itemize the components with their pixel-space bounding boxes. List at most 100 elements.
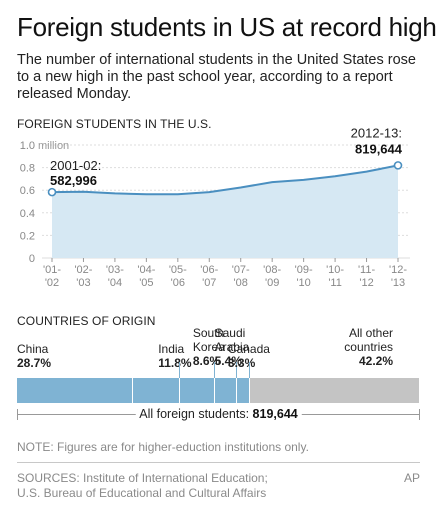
x-tick-label-line: '04- (137, 264, 155, 276)
country-name: Korea (192, 340, 225, 354)
line-chart: 00.20.40.60.81.0 million '01-'02'02-'03'0… (20, 125, 410, 289)
country-name: Arabia (214, 340, 250, 354)
x-tick-label: '10-'11 (326, 264, 344, 289)
stacked-bar (17, 378, 420, 403)
sources: SOURCES: Institute of International Educ… (17, 471, 268, 501)
country-label-all-other-countries: All other countries 42.2% (344, 326, 393, 368)
x-tick-label: '06-'07 (200, 264, 218, 289)
headline: Foreign students in US at record high (17, 12, 437, 42)
x-tick-label: '05-'06 (169, 264, 187, 289)
country-label-canada: Canada 3.3% (228, 342, 270, 370)
bar-chart-title: COUNTRIES OF ORIGIN (17, 314, 156, 328)
country-name: Canada (227, 342, 270, 356)
bar-segment-saudi-arabia (214, 378, 237, 403)
y-tick-label: 0.2 (20, 230, 35, 242)
bar-segment-china (17, 378, 133, 403)
credit: AP (403, 471, 420, 485)
x-tick-label: '03-'04 (106, 264, 124, 289)
total-label-text: All foreign students: (139, 407, 250, 421)
country-percent: 28.7% (17, 356, 52, 370)
sources-line-1: SOURCES: Institute of International Educ… (17, 471, 268, 485)
annotation-end-label: 2012-13: (351, 125, 402, 140)
y-tick-label: 1.0 (20, 140, 35, 152)
country-percent: 5.4% (214, 354, 242, 368)
country-label-south-korea: South Korea 8.6% (193, 326, 225, 368)
x-axis-labels: '01-'02'02-'03'03-'04'04-'05'05-'06'06-'… (43, 264, 407, 289)
x-tick-label-line: '03- (106, 264, 124, 276)
x-tick-label-line: '06- (200, 264, 218, 276)
x-tick-label: '09-'10 (295, 264, 313, 289)
divider (17, 462, 420, 463)
x-tick-label-line: '11- (358, 264, 376, 276)
x-tick-label-line: '08- (263, 264, 281, 276)
x-tick-label-line: '05 (139, 277, 153, 289)
bracket-right-end (419, 409, 420, 420)
country-percent: 42.2% (358, 354, 393, 368)
bracket-left-end (17, 409, 18, 420)
bar-segment-south-korea (180, 378, 215, 403)
intro-text: The number of international students in … (17, 52, 416, 102)
leader-line (213, 362, 215, 378)
x-tick-label-line: '11 (328, 277, 342, 289)
line-chart-title: FOREIGN STUDENTS IN THE U.S. (17, 117, 212, 131)
note: NOTE: Figures are for higher-eduction in… (17, 440, 309, 454)
country-name: China (17, 342, 49, 356)
data-point-marker (393, 161, 403, 170)
annotation-start-label: 2001-02: (50, 158, 101, 173)
x-tick-label-line: '06 (171, 277, 185, 289)
x-tick-label: '08-'09 (263, 264, 281, 289)
x-tick-label-line: '03 (76, 277, 90, 289)
x-tick-label-line: '01- (43, 264, 61, 276)
x-tick-label-line: '02- (74, 264, 92, 276)
country-percent: 11.8% (158, 356, 192, 370)
x-tick-label: '02-'03 (74, 264, 92, 289)
area-fill (52, 165, 398, 258)
series-line (51, 164, 399, 196)
country-name: countries (344, 340, 393, 354)
bar-segment-canada (236, 378, 250, 403)
annotation-start-value: 582,996 (50, 173, 97, 188)
y-tick-label: 0.8 (20, 163, 35, 175)
total-bracket: All foreign students: 819,644 (17, 407, 420, 422)
x-tick-label: '04-'05 (137, 264, 155, 289)
sources-line-2: U.S. Bureau of Educational and Cultural … (17, 486, 267, 500)
total-value: 819,644 (252, 407, 298, 421)
country-label-china: China 28.7% (17, 342, 51, 370)
country-name: India (158, 342, 185, 356)
y-tick-label: 0.4 (20, 208, 35, 220)
country-percent: 3.3% (227, 356, 256, 370)
leader-line (179, 362, 181, 378)
x-tick-label: '07-'08 (232, 264, 250, 289)
x-tick-label-line: '13 (391, 277, 405, 289)
y-tick-label: 0 (29, 253, 35, 265)
x-tick-label-line: '09- (295, 264, 313, 276)
x-tick-label-line: '05- (169, 264, 187, 276)
annotation-end-value: 819,644 (355, 141, 403, 156)
y-tick-label: 0.6 (20, 185, 35, 197)
country-label-india: India 11.8% (158, 342, 191, 370)
x-tick-label: '01-'02 (43, 264, 61, 289)
y-axis-labels: 0 0.2 0.4 0.6 0.8 1.0 million (20, 140, 69, 265)
bar-segment-all-other-countries (249, 378, 420, 403)
leader-line (235, 362, 237, 378)
country-label-saudi-arabia: Saudi Arabia 5.4% (215, 326, 250, 368)
annotations: 2001-02:582,996 2012-13:819,644 (47, 125, 403, 197)
x-tick-label-line: '12 (359, 277, 373, 289)
bar-segment-india (132, 378, 181, 403)
x-tick-label-line: '04 (108, 277, 122, 289)
x-tick-label-line: '10- (326, 264, 344, 276)
country-percent: 8.6% (192, 354, 221, 368)
x-tick-label-line: '10 (296, 277, 310, 289)
x-tick-label-line: '08 (234, 277, 248, 289)
x-axis-ticks (51, 258, 399, 262)
x-tick-label: '12-'13 (389, 264, 407, 289)
leader-line (248, 362, 250, 378)
x-tick-label-line: '07- (232, 264, 250, 276)
x-tick-label-line: '09 (265, 277, 279, 289)
x-tick-label-line: '07 (202, 277, 216, 289)
x-tick-label-line: '02 (45, 277, 59, 289)
x-tick-label: '11-'12 (358, 264, 376, 289)
country-name: South (192, 326, 225, 340)
country-name: All other (348, 326, 393, 340)
y-unit-label: million (38, 140, 69, 152)
